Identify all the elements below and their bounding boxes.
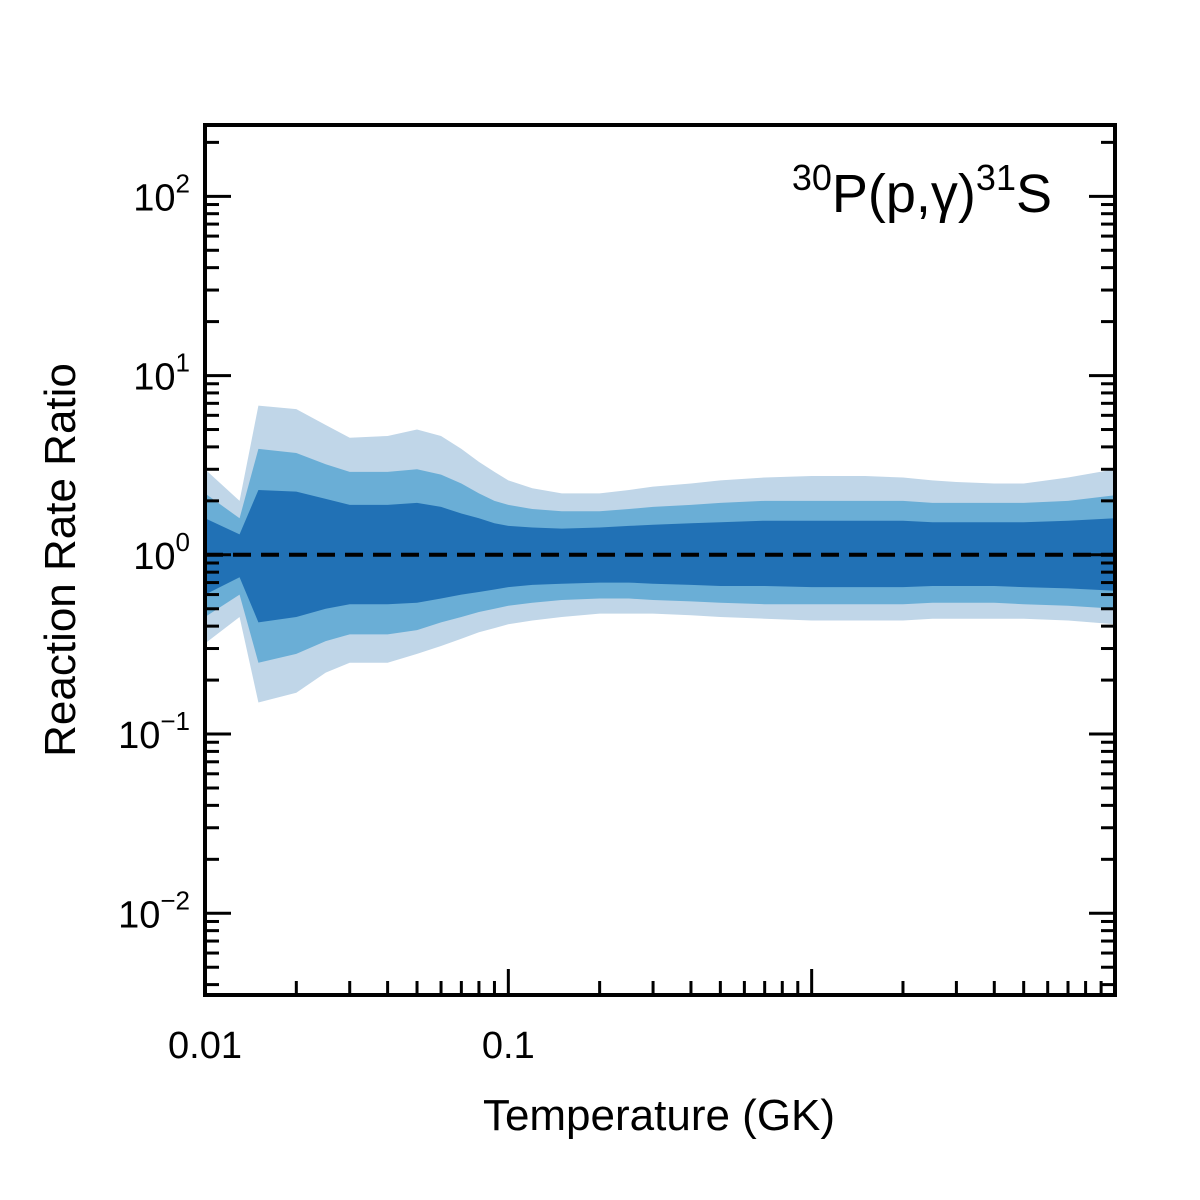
reaction-annotation: 30P(p,γ)31S: [792, 157, 1052, 224]
y-axis-title: Reaction Rate Ratio: [36, 363, 85, 757]
axis-ticks: [203, 140, 1117, 995]
y-tick-label: 10−1: [118, 706, 190, 757]
x-axis-title: Temperature (GK): [483, 1091, 835, 1140]
y-tick-labels: 10−2 10−1 100 101 102: [118, 168, 190, 936]
x-tick-label: 0.1: [482, 1025, 535, 1067]
y-tick-label: 10−2: [118, 885, 190, 936]
y-tick-label: 100: [133, 527, 190, 578]
x-tick-label: 0.01: [168, 1025, 242, 1067]
y-tick-label: 101: [133, 348, 190, 399]
y-tick-label: 102: [133, 168, 190, 219]
x-tick-labels: 0.01 0.1: [168, 1025, 535, 1067]
plot-frame: [203, 123, 1117, 997]
